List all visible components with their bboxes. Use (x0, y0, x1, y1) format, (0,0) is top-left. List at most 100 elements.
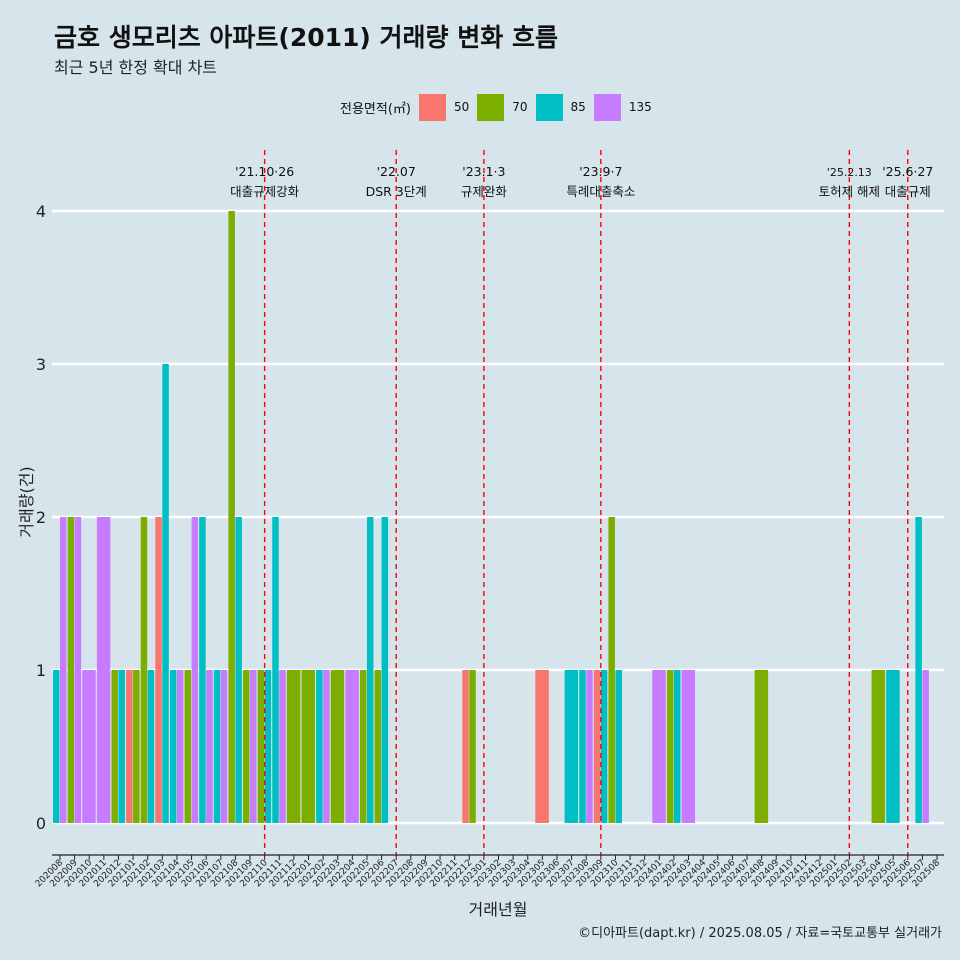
bar-202206-70 (374, 670, 382, 823)
bar-202112-70 (286, 670, 301, 823)
legend-title: 전용면적(㎡) (340, 101, 411, 117)
annotations: '21.10·26 대출규제강화 '22.07 DSR 3단계 '23.1·3 규제완화 '… (230, 150, 933, 855)
bar-202108-70 (228, 211, 235, 823)
bar-202012-85 (118, 670, 125, 823)
event-label-202110: 대출규제강화 (230, 184, 300, 199)
legend-swatch-50 (418, 93, 446, 121)
bar-202103-85 (162, 364, 169, 823)
event-date-202301: '23.1·3 (462, 164, 505, 179)
bar-202202-135 (323, 670, 330, 823)
event-date-202309: '23.9·7 (579, 164, 622, 179)
bar-202105-135 (191, 517, 199, 823)
bar-202110-85 (264, 670, 272, 823)
bar-202204-135 (345, 670, 359, 823)
bar-202102-70 (140, 517, 148, 823)
bar-202104-85 (169, 670, 177, 823)
event-label-202301: 규제완화 (461, 184, 508, 199)
bar-202504-70 (871, 670, 886, 823)
bar-202106-135 (206, 670, 213, 823)
event-label-202502: 토허제 해제 (819, 184, 880, 199)
bar-202108-85 (235, 517, 242, 823)
bar-202201-70 (301, 670, 315, 823)
event-date-202110: '21.10·26 (235, 164, 294, 179)
bar-202205-70 (359, 670, 367, 823)
bar-202012-70 (111, 670, 118, 823)
y-axis-label: 거래량(건) (17, 466, 36, 537)
bar-202309-50 (593, 670, 601, 823)
bar-202401-135 (652, 670, 666, 823)
source-caption: ©디아파트(dapt.kr) / 2025.08.05 / 자료=국토교통부 실… (578, 926, 942, 941)
bar-202307-85 (564, 670, 579, 823)
bar-202310-85 (615, 670, 622, 823)
chart-subtitle: 최근 5년 한정 확대 차트 (54, 58, 218, 77)
bar-202203-70 (330, 670, 345, 823)
y-tick-label-2: 2 (36, 508, 46, 527)
bar-202408-70 (754, 670, 769, 823)
event-date-202207: '22.07 (377, 164, 416, 179)
event-date-202506: '25.6·27 (882, 164, 933, 179)
bar-202507-85 (915, 517, 922, 823)
bar-202310-70 (608, 517, 615, 823)
bar-202402-70 (666, 670, 674, 823)
legend: 전용면적(㎡) 50 70 85 135 (340, 93, 660, 121)
bar-202009-70 (67, 517, 75, 823)
legend-item-50: 50 (418, 93, 470, 121)
bar-202104-135 (176, 670, 184, 823)
bar-202403-135 (681, 670, 696, 823)
bar-202102-85 (147, 670, 155, 823)
bar-202111-85 (272, 517, 279, 823)
event-label-202506: 대출규제 (885, 184, 931, 199)
bar-202308-135 (586, 670, 593, 823)
bar-202206-85 (381, 517, 389, 823)
bar-202107-85 (213, 670, 221, 823)
event-label-202309: 특례대출축소 (566, 184, 635, 199)
chart-title: 금호 생모리츠 아파트(2011) 거래량 변화 흐름 (54, 23, 558, 52)
bar-202507-135 (922, 670, 929, 823)
bars (53, 211, 929, 823)
event-label-202207: DSR 3단계 (366, 184, 427, 199)
bar-202101-50 (126, 670, 133, 823)
bar-202109-135 (250, 670, 257, 823)
y-tick-label-3: 3 (36, 355, 46, 374)
legend-label-50: 50 (453, 100, 470, 114)
bar-202103-50 (155, 517, 162, 823)
bar-202011-135 (96, 517, 111, 823)
bar-202109-70 (243, 670, 250, 823)
legend-swatch-70 (477, 93, 505, 121)
x-axis-label: 거래년월 (469, 900, 528, 919)
bar-202008-85 (53, 670, 60, 823)
legend-label-135: 135 (628, 100, 652, 114)
legend-swatch-85 (535, 93, 563, 121)
bar-202202-85 (316, 670, 323, 823)
bar-202305-50 (535, 670, 549, 823)
y-axis: 0 1 2 3 4 (36, 202, 46, 833)
event-date-202502: '25.2.13 (827, 166, 872, 179)
x-axis: 2020082020092020102020112020122021012021… (34, 854, 944, 889)
legend-item-70: 70 (477, 93, 528, 121)
legend-label-70: 70 (512, 100, 528, 114)
bar-202105-70 (184, 670, 192, 823)
bar-202111-135 (279, 670, 286, 823)
bar-202009-135 (74, 517, 82, 823)
legend-item-135: 135 (593, 93, 652, 121)
bar-202505-85 (886, 670, 900, 823)
y-tick-label-4: 4 (36, 202, 46, 221)
bar-202212-70 (469, 670, 476, 823)
bar-202101-70 (133, 670, 140, 823)
y-tick-label-1: 1 (36, 661, 46, 680)
y-tick-label-0: 0 (36, 814, 46, 833)
bar-202106-85 (199, 517, 206, 823)
legend-item-85: 85 (535, 93, 586, 121)
bar-202402-85 (673, 670, 681, 823)
bar-202308-85 (579, 670, 586, 823)
bar-202205-85 (366, 517, 374, 823)
legend-label-85: 85 (570, 100, 586, 114)
bar-202309-85 (600, 670, 608, 823)
bar-202107-135 (220, 670, 228, 823)
legend-swatch-135 (593, 93, 621, 121)
bar-202110-70 (257, 670, 265, 823)
bar-202212-50 (462, 670, 469, 823)
bar-202008-135 (60, 517, 67, 823)
bar-202010-135 (82, 670, 96, 823)
